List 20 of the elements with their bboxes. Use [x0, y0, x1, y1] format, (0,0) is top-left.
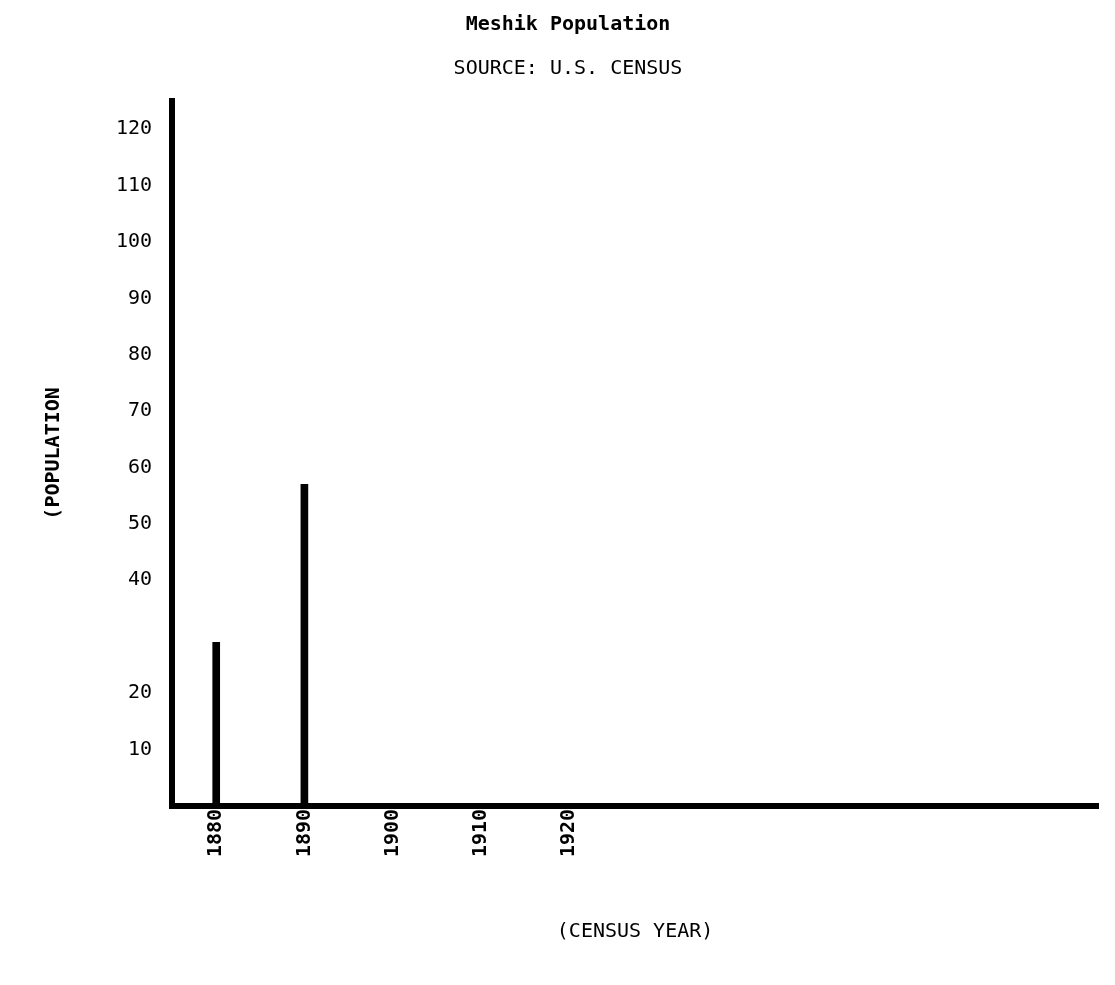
y-tick-label: 120 — [116, 115, 153, 140]
y-tick-label: 60 — [128, 453, 153, 478]
x-tick-label: 1880 — [202, 808, 227, 858]
y-tick-label: 10 — [128, 735, 153, 760]
y-tick-label: 90 — [128, 284, 153, 309]
y-tick-label: 50 — [128, 510, 153, 535]
x-tick-label: 1890 — [290, 808, 315, 858]
y-tick-label: 80 — [128, 340, 153, 365]
y-axis-title: (POPULATION — [40, 387, 65, 520]
y-tick-label: 100 — [116, 228, 153, 253]
source-note: SOURCE: U.S. CENSUS — [453, 55, 683, 80]
x-tick-label: 1910 — [466, 808, 491, 858]
y-tick-label: 110 — [116, 171, 153, 196]
x-axis-title: (CENSUS YEAR) — [556, 918, 714, 943]
y-tick-label: 20 — [128, 679, 153, 704]
chart-title: Meshik Population — [465, 11, 671, 36]
y-tick-label: 70 — [128, 397, 153, 422]
x-tick-label: 1920 — [555, 808, 580, 858]
x-tick-label: 1900 — [378, 808, 403, 858]
y-tick-label: 40 — [128, 566, 153, 591]
